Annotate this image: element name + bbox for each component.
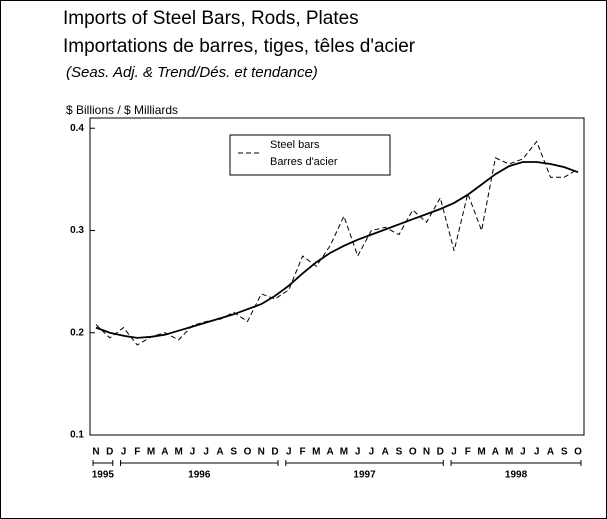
x-tick-label: A — [547, 447, 554, 458]
x-tick-label: N — [92, 447, 99, 458]
chart-title: Imports of Steel Bars, Rods, Plates — [63, 8, 359, 29]
legend-label-fr: Barres d'acier — [270, 156, 338, 168]
x-tick-label: S — [230, 447, 237, 458]
year-label: 1995 — [92, 470, 115, 481]
x-tick-label: A — [161, 447, 168, 458]
x-tick-label: J — [121, 447, 127, 458]
x-tick-label: A — [216, 447, 223, 458]
legend-label: Steel bars — [270, 139, 320, 151]
x-tick-label: J — [520, 447, 526, 458]
x-tick-label: J — [369, 447, 375, 458]
year-label: 1998 — [505, 470, 528, 481]
x-tick-label: A — [492, 447, 499, 458]
x-tick-label: M — [340, 447, 348, 458]
x-tick-label: A — [382, 447, 389, 458]
x-tick-label: J — [534, 447, 540, 458]
x-tick-label: D — [106, 447, 113, 458]
x-tick-label: F — [465, 447, 471, 458]
x-tick-label: O — [244, 447, 252, 458]
x-tick-label: M — [477, 447, 485, 458]
x-tick-label: J — [451, 447, 457, 458]
x-tick-label: J — [203, 447, 209, 458]
x-tick-label: F — [300, 447, 306, 458]
x-tick-label: S — [396, 447, 403, 458]
legend-box — [229, 134, 391, 176]
chart-subtitle: (Seas. Adj. & Trend/Dés. et tendance) — [66, 64, 318, 81]
y-tick-label: 0.2 — [70, 327, 84, 338]
x-tick-label: N — [423, 447, 430, 458]
x-tick-label: A — [326, 447, 333, 458]
x-tick-label: O — [409, 447, 417, 458]
x-tick-label: O — [574, 447, 582, 458]
sa-line — [95, 140, 579, 346]
x-tick-label: J — [190, 447, 196, 458]
x-tick-label: J — [286, 447, 292, 458]
y-tick-label: 0.4 — [70, 123, 84, 134]
y-axis-label: $ Billions / $ Milliards — [66, 103, 178, 117]
x-tick-label: J — [355, 447, 361, 458]
plot-frame — [89, 117, 585, 436]
x-tick-label: M — [147, 447, 155, 458]
trend-line — [95, 161, 579, 339]
chart-title-fr: Importations de barres, tiges, têles d'a… — [63, 36, 416, 57]
x-tick-label: D — [437, 447, 444, 458]
x-tick-label: S — [561, 447, 568, 458]
x-tick-label: M — [174, 447, 182, 458]
year-label: 1996 — [188, 470, 211, 481]
year-label: 1997 — [353, 470, 376, 481]
x-tick-label: M — [312, 447, 320, 458]
x-tick-label: F — [134, 447, 140, 458]
x-tick-label: N — [258, 447, 265, 458]
x-tick-label: D — [271, 447, 278, 458]
y-tick-label: 0.1 — [70, 430, 84, 441]
y-tick-label: 0.3 — [70, 225, 84, 236]
x-tick-label: M — [505, 447, 513, 458]
